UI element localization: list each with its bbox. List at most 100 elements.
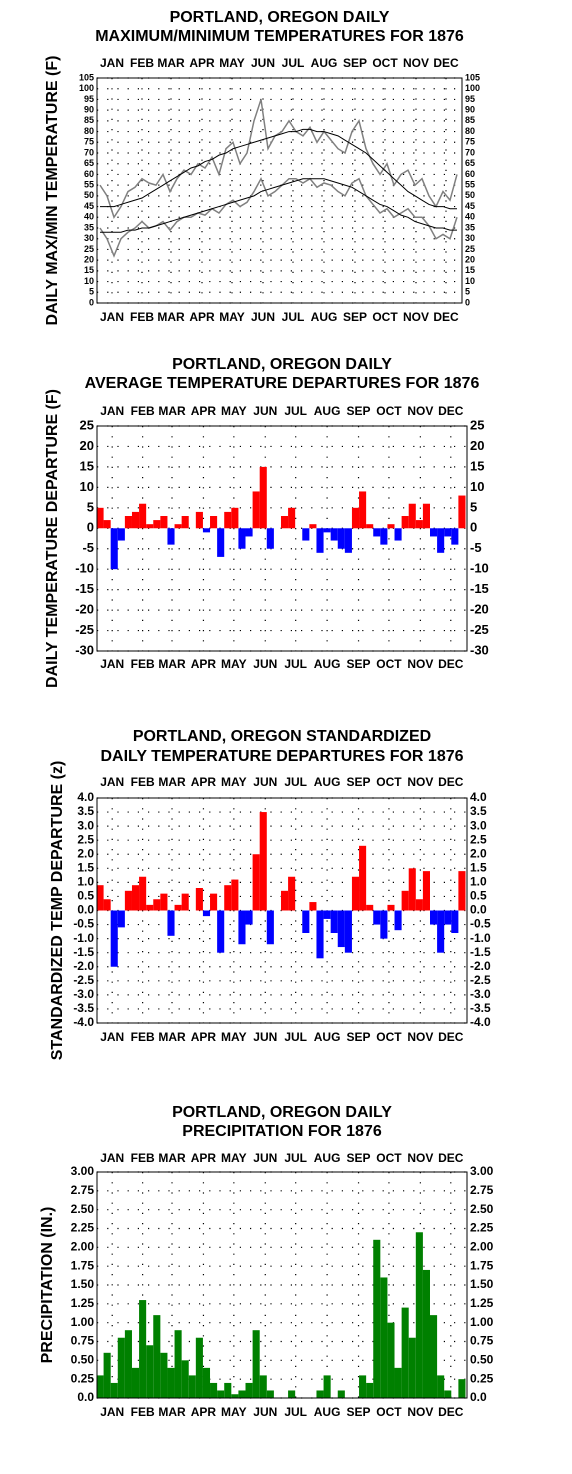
x-tick-label: MAR [157, 310, 185, 324]
x-tick-label: JUL [284, 1030, 307, 1044]
x-tick-label: APR [189, 56, 215, 70]
y-tick-label: 35 [84, 222, 94, 232]
bar [259, 1375, 267, 1398]
x-tick-label: DEC [433, 56, 459, 70]
y-tick-label: 0 [470, 520, 477, 535]
bar [167, 910, 175, 936]
bar [373, 528, 381, 537]
x-tick-label: OCT [376, 404, 402, 418]
y-tick-label: 45 [465, 201, 475, 211]
bar [131, 511, 140, 529]
bar [380, 910, 388, 939]
bar [252, 491, 260, 529]
bar [288, 1390, 296, 1398]
y-tick-label: 1.50 [470, 1277, 494, 1291]
x-tick-label: FEB [131, 404, 155, 418]
bar [380, 528, 388, 545]
bar [210, 1382, 218, 1398]
y-tick-label: 85 [84, 115, 94, 125]
bar [195, 511, 203, 529]
x-tick-label: AUG [314, 1405, 341, 1419]
x-tick-label: JUL [284, 775, 307, 789]
x-tick-label: FEB [130, 310, 154, 324]
y-tick-label: 65 [465, 158, 475, 168]
bar [195, 1337, 203, 1398]
y-tick-label: 100 [465, 83, 480, 93]
y-tick-label: 70 [465, 147, 475, 157]
y-tick-label: 25 [80, 417, 94, 432]
x-tick-label: FEB [131, 657, 155, 671]
y-tick-label: 1.25 [71, 1296, 95, 1310]
plot-frame [96, 1171, 468, 1399]
bar [323, 910, 331, 919]
x-tick-label: SEP [347, 404, 371, 418]
bar [153, 899, 161, 911]
y-tick-label: 80 [84, 126, 94, 136]
bar [174, 524, 182, 529]
y-tick-label: 20 [80, 438, 94, 453]
x-tick-label: JUL [282, 56, 305, 70]
x-tick-label: NOV [407, 404, 433, 418]
bar [280, 890, 289, 911]
x-tick-label: JAN [100, 56, 124, 70]
x-tick-label: NOV [407, 775, 433, 789]
x-tick-label: AUG [311, 310, 338, 324]
y-tick-label: -1.5 [73, 945, 94, 959]
bar [351, 507, 360, 529]
y-tick-label: 95 [465, 94, 475, 104]
x-tick-label: NOV [407, 1030, 433, 1044]
bar [146, 904, 154, 911]
plot-frame [96, 425, 468, 652]
chart-title: PRECIPITATION FOR 1876 [182, 1123, 382, 1140]
x-tick-label: JAN [100, 404, 124, 418]
y-tick-label: 25 [470, 417, 484, 432]
y-tick-label: 10 [84, 276, 94, 286]
bar [167, 1367, 175, 1398]
bar [430, 1315, 438, 1398]
x-tick-label: AUG [314, 657, 341, 671]
bar [217, 910, 225, 953]
bar [373, 910, 381, 925]
bar [110, 1382, 118, 1398]
y-tick-label: 30 [84, 233, 94, 243]
bar [224, 511, 232, 529]
bar [117, 528, 125, 541]
y-tick-label: 1.00 [470, 1315, 494, 1329]
bar [238, 528, 246, 549]
bar [415, 520, 423, 529]
y-tick-label: 50 [465, 190, 475, 200]
bar [174, 904, 182, 911]
y-tick-label: -3.5 [73, 1001, 94, 1015]
x-tick-label: APR [191, 775, 217, 789]
bar [181, 893, 189, 911]
y-tick-label: -15 [470, 581, 489, 596]
chart-title: PORTLAND, OREGON DAILY [172, 1104, 392, 1121]
y-tick-label: 90 [84, 105, 94, 115]
y-tick-label: -1.5 [470, 945, 491, 959]
y-tick-label: -3.0 [470, 987, 491, 1001]
x-tick-label: JUL [284, 657, 307, 671]
y-tick-label: -1.0 [470, 931, 491, 945]
bar [259, 466, 267, 529]
plot-frame [96, 797, 468, 1024]
bar [231, 507, 239, 529]
bar [96, 1375, 104, 1398]
bar [387, 524, 395, 529]
x-tick-label: MAR [158, 775, 186, 789]
bar [103, 1352, 111, 1398]
x-tick-label: JUL [284, 1151, 307, 1165]
bar [139, 1300, 147, 1398]
chart-title: PORTLAND, OREGON DAILY [172, 356, 392, 373]
y-tick-label: -30 [470, 642, 489, 657]
x-tick-label: OCT [376, 775, 402, 789]
x-tick-label: JUN [253, 1405, 277, 1419]
y-tick-label: 20 [465, 255, 475, 265]
bar [288, 876, 296, 911]
bar [146, 1345, 154, 1398]
y-tick-label: 20 [470, 438, 484, 453]
bar [117, 1337, 125, 1398]
y-tick-label: 60 [84, 169, 94, 179]
bar [323, 1375, 331, 1398]
y-tick-label: 0 [465, 297, 470, 307]
